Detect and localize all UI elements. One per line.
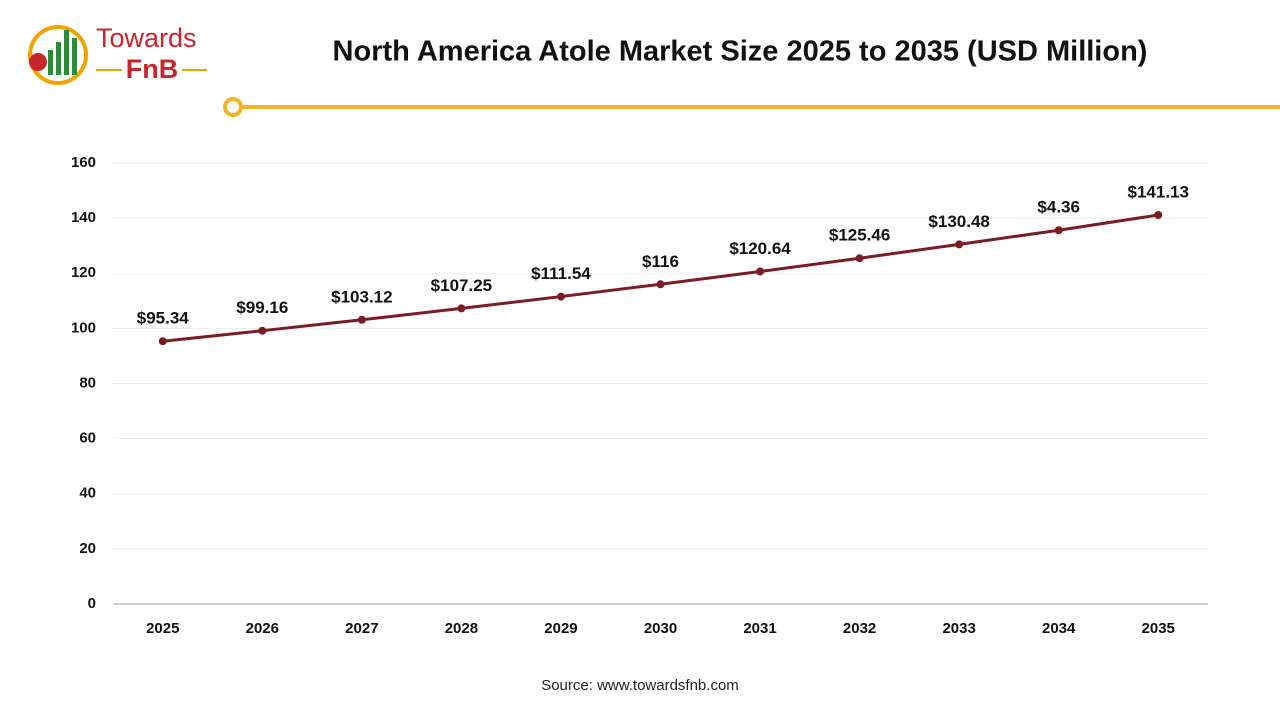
value-label: $141.13 xyxy=(1128,182,1189,201)
x-tick-label: 2035 xyxy=(1142,620,1175,637)
point xyxy=(258,326,267,335)
value-label: $130.48 xyxy=(928,212,989,231)
logo-bar xyxy=(72,38,77,75)
y-tick-label: 100 xyxy=(71,319,96,336)
x-tick-label: 2025 xyxy=(146,620,179,637)
y-tick-label: 140 xyxy=(71,209,96,226)
x-tick-label: 2034 xyxy=(1042,620,1076,637)
x-tick-label: 2030 xyxy=(644,620,677,637)
value-label: $125.46 xyxy=(829,226,890,245)
x-tick-label: 2032 xyxy=(843,620,876,637)
point xyxy=(457,304,466,313)
value-label: $116 xyxy=(642,252,679,271)
logo-bar xyxy=(64,30,69,75)
y-tick-label: 20 xyxy=(79,540,96,557)
x-tick-label: 2029 xyxy=(544,620,577,637)
value-label: $4.36 xyxy=(1037,198,1080,217)
value-label: $107.25 xyxy=(431,276,492,295)
logo-dot xyxy=(29,53,47,71)
y-tick-label: 0 xyxy=(88,595,96,612)
value-label: $95.34 xyxy=(137,309,190,328)
y-tick-label: 120 xyxy=(71,264,96,281)
logo-ring xyxy=(28,25,88,85)
point xyxy=(756,267,765,276)
x-tick-label: 2033 xyxy=(942,620,975,637)
source: Source: www.towardsfnb.com xyxy=(541,677,739,694)
chart-title: North America Atole Market Size 2025 to … xyxy=(333,36,1148,68)
value-label: $120.64 xyxy=(729,239,791,258)
point xyxy=(158,337,167,346)
point xyxy=(1154,211,1163,220)
point xyxy=(357,315,366,324)
header-rule-dot xyxy=(223,97,243,117)
x-tick-label: 2026 xyxy=(246,620,279,637)
logo-bar xyxy=(48,50,53,75)
y-tick-label: 60 xyxy=(79,430,96,447)
logo-sub: FnB xyxy=(126,54,178,84)
logo-bar xyxy=(56,42,61,75)
logo: Towards FnB xyxy=(28,23,207,85)
value-label: $111.54 xyxy=(531,264,591,283)
x-tick-label: 2027 xyxy=(345,620,378,637)
y-tick-label: 80 xyxy=(79,374,96,391)
point xyxy=(656,280,665,289)
x-tick-label: 2031 xyxy=(743,620,776,637)
x-tick-label: 2028 xyxy=(445,620,478,637)
logo-text: Towards xyxy=(96,23,197,53)
point xyxy=(1054,226,1063,235)
y-tick-label: 40 xyxy=(79,485,96,502)
value-label: $99.16 xyxy=(236,298,288,317)
point xyxy=(556,292,565,301)
point xyxy=(955,240,964,249)
point xyxy=(855,254,864,263)
value-label: $103.12 xyxy=(331,287,392,306)
y-tick-label: 160 xyxy=(71,154,96,171)
